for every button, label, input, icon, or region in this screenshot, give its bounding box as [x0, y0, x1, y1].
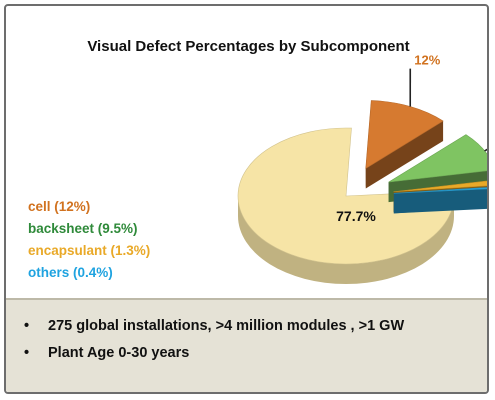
leader-line-backsheet [484, 148, 487, 152]
chart-title: Visual Defect Percentages by Subcomponen… [87, 38, 410, 55]
bullet-dot-icon: • [24, 345, 30, 361]
bullet-plant-age: • Plant Age 0-30 years [24, 343, 487, 363]
legend-item-cell: cell (12%) [28, 199, 91, 214]
slice-cell [365, 100, 444, 189]
bullet-plant-age-text: Plant Age 0-30 years [48, 345, 190, 361]
bullet-installations-text: 275 global installations, >4 million mod… [48, 318, 405, 334]
slice-top [393, 180, 487, 193]
slice-others [393, 187, 487, 214]
legend: cell (12%) backsheet (9.5%) encapsulant … [28, 196, 150, 284]
info-footer: • 275 global installations, >4 million m… [6, 298, 487, 392]
legend-item-backsheet: backsheet (9.5%) [28, 221, 138, 236]
data-label-remaining: 77.7% [336, 208, 376, 224]
bullet-dot-icon: • [24, 318, 30, 334]
slice-side [238, 196, 454, 284]
slice-top [237, 127, 455, 265]
pie-chart: 12%9.5%1.3%0.4%77.7% [237, 53, 487, 284]
slice-wall [393, 188, 487, 214]
data-label-cell: 12% [414, 53, 440, 68]
bullet-list: • 275 global installations, >4 million m… [6, 300, 487, 363]
slice-wall [365, 120, 444, 189]
legend-item-others: others (0.4%) [28, 265, 113, 280]
legend-item-encapsulant: encapsulant (1.3%) [28, 243, 151, 258]
bullet-installations: • 275 global installations, >4 million m… [24, 316, 487, 336]
slice-remaining [237, 127, 455, 284]
figure-frame: Visual Defect Percentages by Subcomponen… [4, 4, 489, 394]
